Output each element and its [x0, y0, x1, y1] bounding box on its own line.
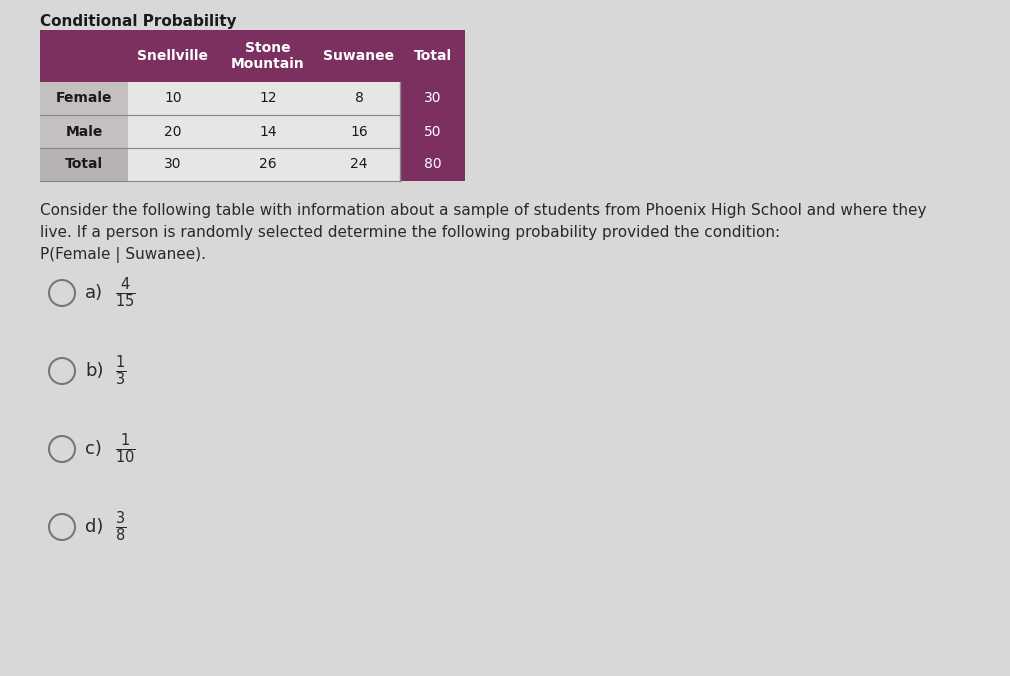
FancyBboxPatch shape: [40, 148, 128, 181]
Text: Stone
Mountain: Stone Mountain: [231, 41, 305, 71]
Text: Total: Total: [413, 49, 451, 63]
Text: Suwanee: Suwanee: [323, 49, 395, 63]
Text: 30: 30: [165, 158, 182, 172]
Text: Consider the following table with information about a sample of students from Ph: Consider the following table with inform…: [40, 203, 926, 218]
Text: d): d): [85, 518, 103, 536]
Text: 10: 10: [165, 91, 182, 105]
Text: 12: 12: [260, 91, 277, 105]
Text: b): b): [85, 362, 103, 380]
FancyBboxPatch shape: [128, 148, 400, 181]
Text: live. If a person is randomly selected determine the following probability provi: live. If a person is randomly selected d…: [40, 225, 780, 240]
Text: 24: 24: [350, 158, 368, 172]
Text: 16: 16: [350, 124, 368, 139]
FancyBboxPatch shape: [128, 82, 400, 115]
Text: a): a): [85, 284, 103, 302]
Text: Snellville: Snellville: [137, 49, 208, 63]
Text: c): c): [85, 440, 102, 458]
FancyBboxPatch shape: [400, 148, 465, 181]
Text: 8: 8: [355, 91, 364, 105]
FancyBboxPatch shape: [40, 30, 465, 82]
Text: P(Female | Suwanee).: P(Female | Suwanee).: [40, 247, 206, 263]
Text: 26: 26: [260, 158, 277, 172]
Text: 14: 14: [260, 124, 277, 139]
FancyBboxPatch shape: [400, 115, 465, 148]
Text: $\mathregular{\frac{1}{10}}$: $\mathregular{\frac{1}{10}}$: [115, 432, 135, 466]
Text: 80: 80: [423, 158, 441, 172]
Text: Male: Male: [66, 124, 103, 139]
FancyBboxPatch shape: [40, 82, 128, 115]
Text: 20: 20: [165, 124, 182, 139]
Text: $\mathregular{\frac{3}{8}}$: $\mathregular{\frac{3}{8}}$: [115, 510, 126, 544]
Text: $\mathregular{\frac{4}{15}}$: $\mathregular{\frac{4}{15}}$: [115, 276, 135, 310]
FancyBboxPatch shape: [400, 82, 465, 115]
Text: Total: Total: [65, 158, 103, 172]
Text: Female: Female: [56, 91, 112, 105]
FancyBboxPatch shape: [40, 115, 128, 148]
FancyBboxPatch shape: [128, 115, 400, 148]
Text: Conditional Probability: Conditional Probability: [40, 14, 236, 29]
Text: 30: 30: [424, 91, 441, 105]
Text: 50: 50: [424, 124, 441, 139]
Text: $\mathregular{\frac{1}{3}}$: $\mathregular{\frac{1}{3}}$: [115, 354, 126, 388]
